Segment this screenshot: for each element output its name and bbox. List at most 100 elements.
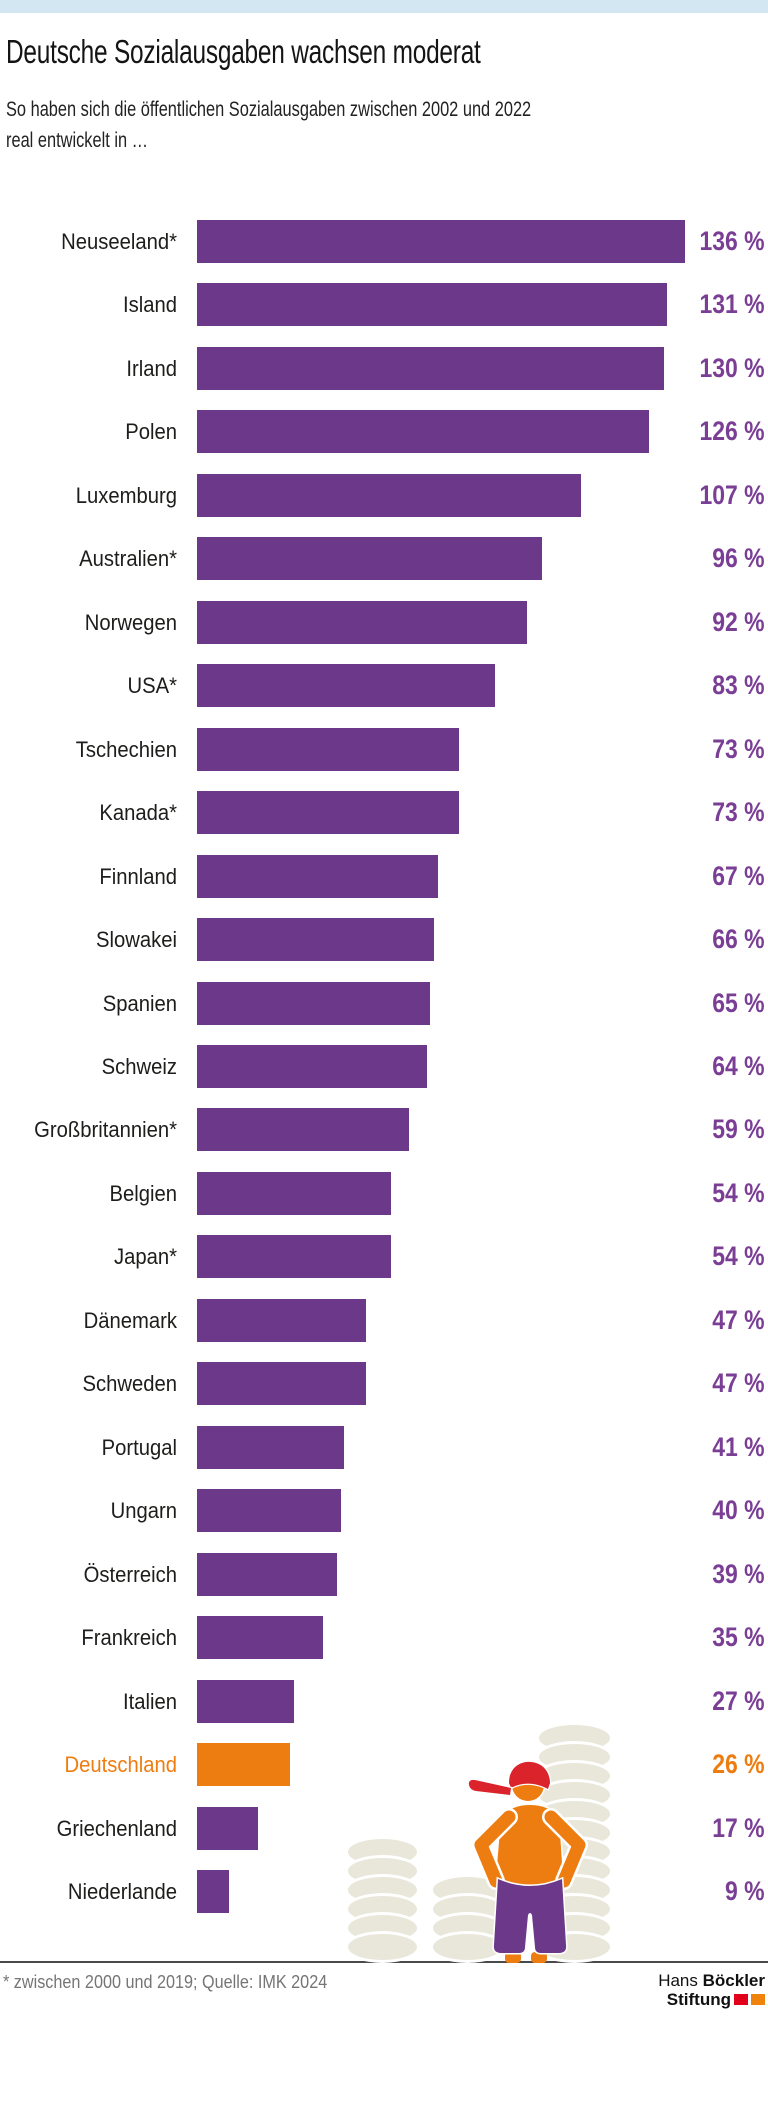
- value-label: 65 %: [712, 988, 765, 1018]
- value-bar: [197, 410, 649, 453]
- country-label: Portugal: [101, 1435, 177, 1460]
- chart-row: Österreich 39 %: [0, 1553, 768, 1596]
- value-label: 136 %: [699, 226, 765, 256]
- person-right-foot: [531, 1952, 547, 1963]
- value-label: 9 %: [725, 1876, 765, 1906]
- value-bar: [197, 601, 527, 644]
- value-label: 66 %: [712, 924, 765, 954]
- country-label: Österreich: [83, 1562, 177, 1587]
- value-bar: [197, 220, 685, 263]
- value-bar: [197, 855, 438, 898]
- value-bar: [197, 1426, 344, 1469]
- value-label: 59 %: [712, 1114, 765, 1144]
- value-label: 40 %: [712, 1495, 765, 1525]
- country-label: Island: [122, 292, 177, 317]
- chart-row: Luxemburg 107 %: [0, 474, 768, 517]
- value-bar: [197, 1235, 391, 1278]
- value-bar: [197, 982, 430, 1025]
- country-label: Irland: [126, 356, 177, 381]
- value-bar: [197, 1616, 323, 1659]
- country-label: Niederlande: [67, 1879, 177, 1904]
- value-label: 39 %: [712, 1559, 765, 1589]
- logo-stiftung: Stiftung: [666, 1990, 731, 2009]
- page-title: Deutsche Sozialausgaben wachsen moderat: [6, 33, 481, 70]
- chart-row: Großbritannien* 59 %: [0, 1108, 768, 1151]
- value-label: 26 %: [712, 1749, 765, 1779]
- logo-line-1: Hans Böckler: [658, 1971, 765, 1990]
- value-bar: [197, 1299, 366, 1342]
- value-label: 54 %: [712, 1178, 765, 1208]
- value-label: 41 %: [712, 1432, 765, 1462]
- chart-row: Griechenland 17 %: [0, 1807, 768, 1850]
- chart-row: Island 131 %: [0, 283, 768, 326]
- value-bar: [197, 1553, 337, 1596]
- value-bar: [197, 728, 459, 771]
- red-cap-icon: [507, 1760, 552, 1791]
- chart-row: Niederlande 9 %: [0, 1870, 768, 1913]
- chart-row: Slowakei 66 %: [0, 918, 768, 961]
- chart-row: Italien 27 %: [0, 1680, 768, 1723]
- logo-line-2: Stiftung: [658, 1990, 765, 2009]
- value-bar: [197, 1108, 409, 1151]
- logo-orange-square-icon: [751, 1994, 765, 2005]
- country-label: Slowakei: [95, 927, 177, 952]
- value-label: 67 %: [712, 861, 765, 891]
- value-bar: [197, 283, 667, 326]
- person-pants: [492, 1876, 568, 1955]
- chart-row: Schweden 47 %: [0, 1362, 768, 1405]
- country-label: Großbritannien*: [34, 1117, 177, 1142]
- chart-row: Tschechien 73 %: [0, 728, 768, 771]
- chart-row: Polen 126 %: [0, 410, 768, 453]
- coin-person-illustration: [340, 1722, 625, 1963]
- country-label: Schweiz: [101, 1054, 177, 1079]
- value-bar: [197, 1362, 366, 1405]
- country-label: Ungarn: [110, 1498, 177, 1523]
- logo-hans: Hans: [658, 1971, 698, 1990]
- country-label: Finnland: [99, 864, 177, 889]
- subtitle-line-1: So haben sich die öffentlichen Sozialaus…: [6, 98, 532, 121]
- logo-boeckler: Böckler: [702, 1971, 765, 1990]
- coin: [536, 1931, 613, 1963]
- country-label: Spanien: [102, 991, 177, 1016]
- country-label: Polen: [125, 419, 177, 444]
- chart-row: Belgien 54 %: [0, 1172, 768, 1215]
- value-bar: [197, 918, 434, 961]
- hans-boeckler-stiftung-logo: Hans Böckler Stiftung: [658, 1971, 765, 2009]
- country-label: Deutschland: [64, 1752, 177, 1777]
- value-label: 64 %: [712, 1051, 765, 1081]
- country-label: Kanada*: [99, 800, 177, 825]
- coin-stack-left: [345, 1836, 420, 1963]
- person-figure: [467, 1760, 588, 1963]
- chart-row: Japan* 54 %: [0, 1235, 768, 1278]
- value-bar: [197, 1807, 258, 1850]
- chart-row: Kanada* 73 %: [0, 791, 768, 834]
- chart-row: Finnland 67 %: [0, 855, 768, 898]
- value-bar: [197, 791, 459, 834]
- person-left-foot: [505, 1952, 521, 1963]
- value-label: 35 %: [712, 1622, 765, 1652]
- chart-row: USA* 83 %: [0, 664, 768, 707]
- page-subtitle: So haben sich die öffentlichen Sozialaus…: [6, 94, 679, 156]
- chart-row: Schweiz 64 %: [0, 1045, 768, 1088]
- value-label: 47 %: [712, 1305, 765, 1335]
- value-bar: [197, 664, 495, 707]
- chart-row: Deutschland 26 %: [0, 1743, 768, 1786]
- value-bar: [197, 347, 664, 390]
- chart-row: Neuseeland* 136 %: [0, 220, 768, 263]
- value-label: 54 %: [712, 1241, 765, 1271]
- value-label: 92 %: [712, 607, 765, 637]
- country-label: Luxemburg: [75, 483, 177, 508]
- value-label: 47 %: [712, 1368, 765, 1398]
- country-label: Frankreich: [81, 1625, 177, 1650]
- value-label: 131 %: [699, 289, 765, 319]
- country-label: Italien: [122, 1689, 177, 1714]
- logo-red-square-icon: [734, 1994, 748, 2005]
- value-label: 73 %: [712, 797, 765, 827]
- value-label: 73 %: [712, 734, 765, 764]
- chart-row: Australien* 96 %: [0, 537, 768, 580]
- value-bar: [197, 537, 542, 580]
- red-cap-brim: [467, 1778, 513, 1797]
- chart-row: Portugal 41 %: [0, 1426, 768, 1469]
- country-label: USA*: [127, 673, 177, 698]
- value-bar: [197, 1172, 391, 1215]
